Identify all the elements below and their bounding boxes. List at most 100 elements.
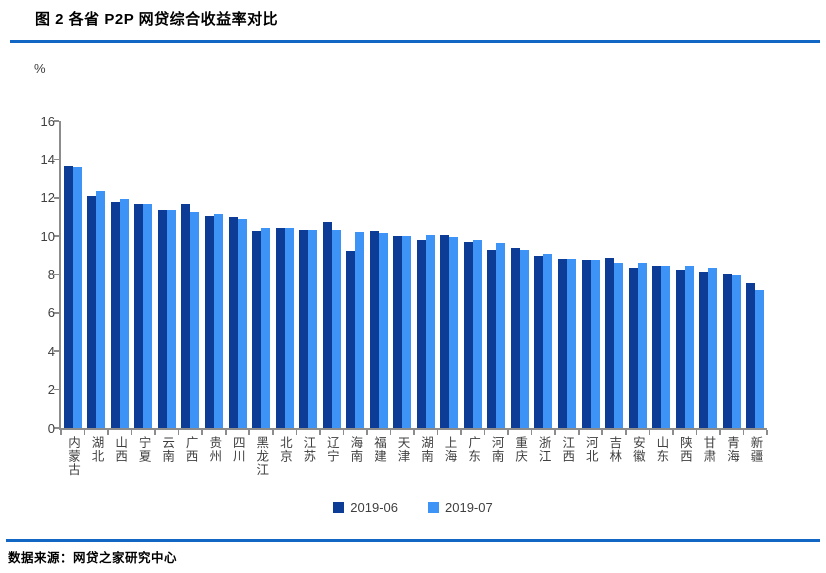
- y-axis-tick-label: 16: [40, 113, 55, 129]
- x-axis-category-label-box: 浙江: [532, 436, 556, 463]
- bar-2019-06-湖南: [416, 239, 426, 428]
- bar-2019-06-浙江: [534, 256, 544, 428]
- x-axis-category-label-box: 甘肃: [696, 436, 720, 463]
- y-axis-tick: [54, 158, 59, 161]
- bar-2019-07-安徽: [637, 263, 647, 428]
- x-axis-tick: [154, 430, 156, 435]
- bar-2019-06-云南: [157, 210, 167, 428]
- x-axis-category-label-box: 湖北: [85, 436, 109, 463]
- bar-2019-06-重庆: [510, 247, 520, 428]
- x-axis-category-label: 黑龙江: [254, 436, 269, 477]
- bar-2019-07-广西: [190, 212, 200, 428]
- x-axis-category-label: 安徽: [630, 436, 645, 463]
- y-axis-line: [59, 121, 61, 430]
- bar-2019-07-云南: [166, 210, 176, 428]
- bar-2019-07-湖北: [96, 191, 106, 428]
- x-axis-category-label-box: 重庆: [508, 436, 532, 463]
- x-axis-category-label: 北京: [277, 436, 292, 463]
- legend-item-2019-07: 2019-07: [428, 500, 493, 515]
- x-axis-category-label-box: 辽宁: [320, 436, 344, 463]
- x-axis-tick: [107, 430, 109, 435]
- x-axis-category-label-box: 内蒙古: [61, 436, 85, 477]
- x-axis-category-label: 广东: [466, 436, 481, 463]
- x-axis-tick: [460, 430, 462, 435]
- bar-2019-07-天津: [402, 236, 412, 428]
- legend-label: 2019-06: [350, 500, 398, 515]
- bar-2019-07-甘肃: [708, 267, 718, 428]
- bar-2019-06-甘肃: [699, 271, 709, 428]
- bar-2019-07-河南: [496, 242, 506, 428]
- y-axis-unit-label: %: [34, 61, 46, 76]
- x-axis-category-label-box: 贵州: [202, 436, 226, 463]
- x-axis-category-label: 青海: [724, 436, 739, 463]
- x-axis-tick: [483, 430, 486, 435]
- x-axis-category-label: 宁夏: [136, 436, 151, 463]
- x-axis-category-label: 天津: [395, 436, 410, 463]
- x-axis-tick: [507, 430, 509, 435]
- bar-2019-07-上海: [449, 237, 459, 428]
- bar-2019-06-海南: [346, 250, 356, 428]
- x-axis-tick: [672, 430, 674, 435]
- bar-2019-07-吉林: [614, 263, 624, 428]
- chart-title: 图 2 各省 P2P 网贷综合收益率对比: [35, 11, 279, 28]
- x-axis-category-label-box: 江西: [555, 436, 579, 463]
- y-axis-tick-label: 4: [47, 343, 55, 359]
- x-axis-category-label: 浙江: [536, 436, 551, 463]
- x-axis-category-label-box: 河北: [579, 436, 603, 463]
- legend-item-2019-06: 2019-06: [333, 500, 398, 515]
- x-axis-category-label: 河南: [489, 436, 504, 463]
- y-axis-tick-label: 0: [47, 420, 55, 436]
- x-axis-category-label: 海南: [348, 436, 363, 463]
- x-axis-tick: [60, 430, 62, 435]
- bar-2019-06-福建: [369, 231, 379, 428]
- bar-2019-07-北京: [284, 227, 294, 428]
- bar-2019-06-新疆: [746, 283, 756, 428]
- x-axis-tick: [530, 430, 533, 435]
- bar-2019-06-广西: [181, 203, 191, 428]
- x-axis-category-label-box: 宁夏: [132, 436, 156, 463]
- bar-2019-07-贵州: [213, 214, 223, 428]
- x-axis-tick: [554, 430, 556, 435]
- bar-2019-07-四川: [237, 218, 247, 428]
- x-axis-category-label: 辽宁: [324, 436, 339, 463]
- y-axis-tick: [54, 196, 59, 199]
- bar-2019-06-山东: [652, 265, 662, 428]
- x-axis-category-label-box: 广西: [179, 436, 203, 463]
- x-axis-category-label: 新疆: [748, 436, 763, 463]
- bar-2019-07-内蒙古: [72, 167, 82, 428]
- x-axis-category-label-box: 山东: [649, 436, 673, 463]
- y-axis-tick-label: 6: [47, 305, 55, 321]
- x-axis-category-label: 湖南: [419, 436, 434, 463]
- bar-2019-07-青海: [731, 275, 741, 428]
- x-axis-category-label: 山东: [654, 436, 669, 463]
- x-axis-category-label-box: 湖南: [414, 436, 438, 463]
- y-axis-tick-label: 2: [47, 382, 55, 398]
- x-axis-category-label-box: 新疆: [743, 436, 767, 463]
- bar-2019-07-黑龙江: [261, 227, 271, 428]
- x-axis-category-label: 湖北: [89, 436, 104, 463]
- x-axis-category-label: 陕西: [677, 436, 692, 463]
- x-axis-tick: [625, 430, 627, 435]
- x-axis-tick: [342, 430, 345, 435]
- x-axis-category-label: 内蒙古: [66, 436, 81, 477]
- x-axis-category-label-box: 四川: [226, 436, 250, 463]
- bar-2019-07-陕西: [684, 265, 694, 428]
- x-axis-category-label: 云南: [160, 436, 175, 463]
- bar-2019-07-福建: [378, 233, 388, 428]
- bar-2019-07-新疆: [755, 289, 765, 428]
- x-axis-category-label-box: 云南: [155, 436, 179, 463]
- bar-2019-06-江西: [557, 259, 567, 428]
- x-axis-category-label-box: 广东: [461, 436, 485, 463]
- x-axis-category-label: 山西: [113, 436, 128, 463]
- x-axis-tick: [201, 430, 203, 435]
- x-axis-category-label-box: 陕西: [673, 436, 697, 463]
- bar-2019-07-广东: [472, 239, 482, 428]
- x-axis-category-label: 河北: [583, 436, 598, 463]
- x-axis-tick: [272, 430, 274, 435]
- x-axis-tick: [766, 430, 768, 435]
- x-axis-category-label-box: 北京: [273, 436, 297, 463]
- x-axis-tick: [648, 430, 651, 435]
- bar-2019-07-浙江: [543, 254, 553, 428]
- x-axis-tick: [130, 430, 133, 435]
- x-axis-category-label-box: 海南: [343, 436, 367, 463]
